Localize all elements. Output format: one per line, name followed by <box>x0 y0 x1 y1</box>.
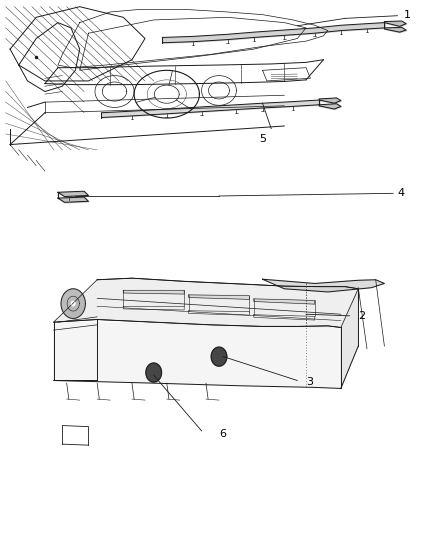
Polygon shape <box>262 279 385 292</box>
Polygon shape <box>53 278 358 327</box>
Text: 5: 5 <box>259 134 266 144</box>
Polygon shape <box>146 363 162 382</box>
Polygon shape <box>71 301 75 306</box>
Text: 3: 3 <box>306 376 313 386</box>
Polygon shape <box>341 289 358 389</box>
Polygon shape <box>123 290 184 294</box>
Text: 1: 1 <box>404 10 411 20</box>
Polygon shape <box>254 299 315 304</box>
Text: 6: 6 <box>219 429 226 439</box>
Polygon shape <box>61 289 85 318</box>
Text: 4: 4 <box>397 188 405 198</box>
Polygon shape <box>188 295 250 300</box>
Polygon shape <box>211 347 227 366</box>
Text: 2: 2 <box>358 311 365 321</box>
Polygon shape <box>53 322 341 389</box>
